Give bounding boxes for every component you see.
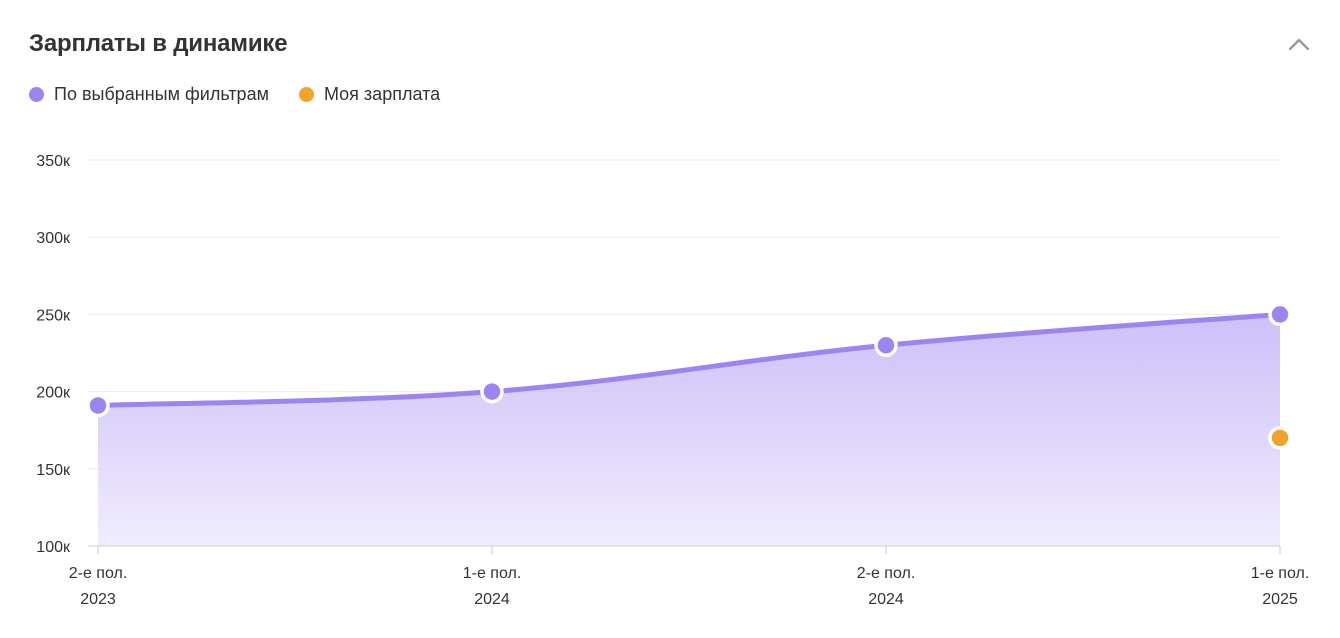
data-points <box>86 302 1292 450</box>
legend-dot-my-salary <box>298 87 314 102</box>
x-tick-label: 2-е пол. <box>69 565 128 582</box>
series-line-filters <box>95 311 1283 408</box>
legend-dot-filters <box>29 87 44 102</box>
legend-item-my-salary[interactable]: Моя зарплата <box>298 84 441 105</box>
x-tick-label: 2-е пол. <box>857 565 916 582</box>
legend-item-filters[interactable]: По выбранным фильтрам <box>29 84 269 105</box>
y-tick-label: 250к <box>36 307 71 324</box>
legend-label-my-salary: Моя зарплата <box>323 84 441 104</box>
chart-legend: По выбранным фильтрам Моя зарплата <box>29 84 470 105</box>
data-point-my-salary <box>1268 426 1292 450</box>
series-area-filters <box>98 314 1280 546</box>
x-tick-label: 1-е пол. <box>1251 565 1310 582</box>
data-point-filters <box>1268 302 1292 327</box>
x-tick-label-year: 2024 <box>868 591 904 608</box>
data-point-filters <box>874 333 898 358</box>
y-tick-label: 200к <box>36 385 71 402</box>
y-axis: 100к 150к 200к 250к 300к 350к <box>36 153 71 556</box>
y-tick-label: 350к <box>36 153 71 170</box>
chevron-up-icon <box>1288 38 1310 51</box>
x-tick-label: 1-е пол. <box>463 565 522 582</box>
x-axis <box>88 545 1281 554</box>
x-tick-label-year: 2024 <box>474 591 510 608</box>
x-tick-label-year: 2023 <box>80 591 116 608</box>
x-axis-labels: 2-е пол. 2023 1-е пол. 2024 2-е пол. 2024 1-е … <box>69 565 1310 608</box>
x-tick-label-year: 2025 <box>1262 591 1298 608</box>
data-point-filters <box>86 393 110 418</box>
y-tick-label: 150к <box>36 462 71 479</box>
area-layer <box>95 311 1283 546</box>
card-title: Зарплаты в динамике <box>29 30 288 57</box>
data-point-filters <box>480 379 504 404</box>
legend-label-filters: По выбранным фильтрам <box>54 84 269 104</box>
y-tick-label: 300к <box>36 230 71 247</box>
y-tick-label: 100к <box>36 539 71 556</box>
collapse-button[interactable] <box>1284 30 1314 60</box>
